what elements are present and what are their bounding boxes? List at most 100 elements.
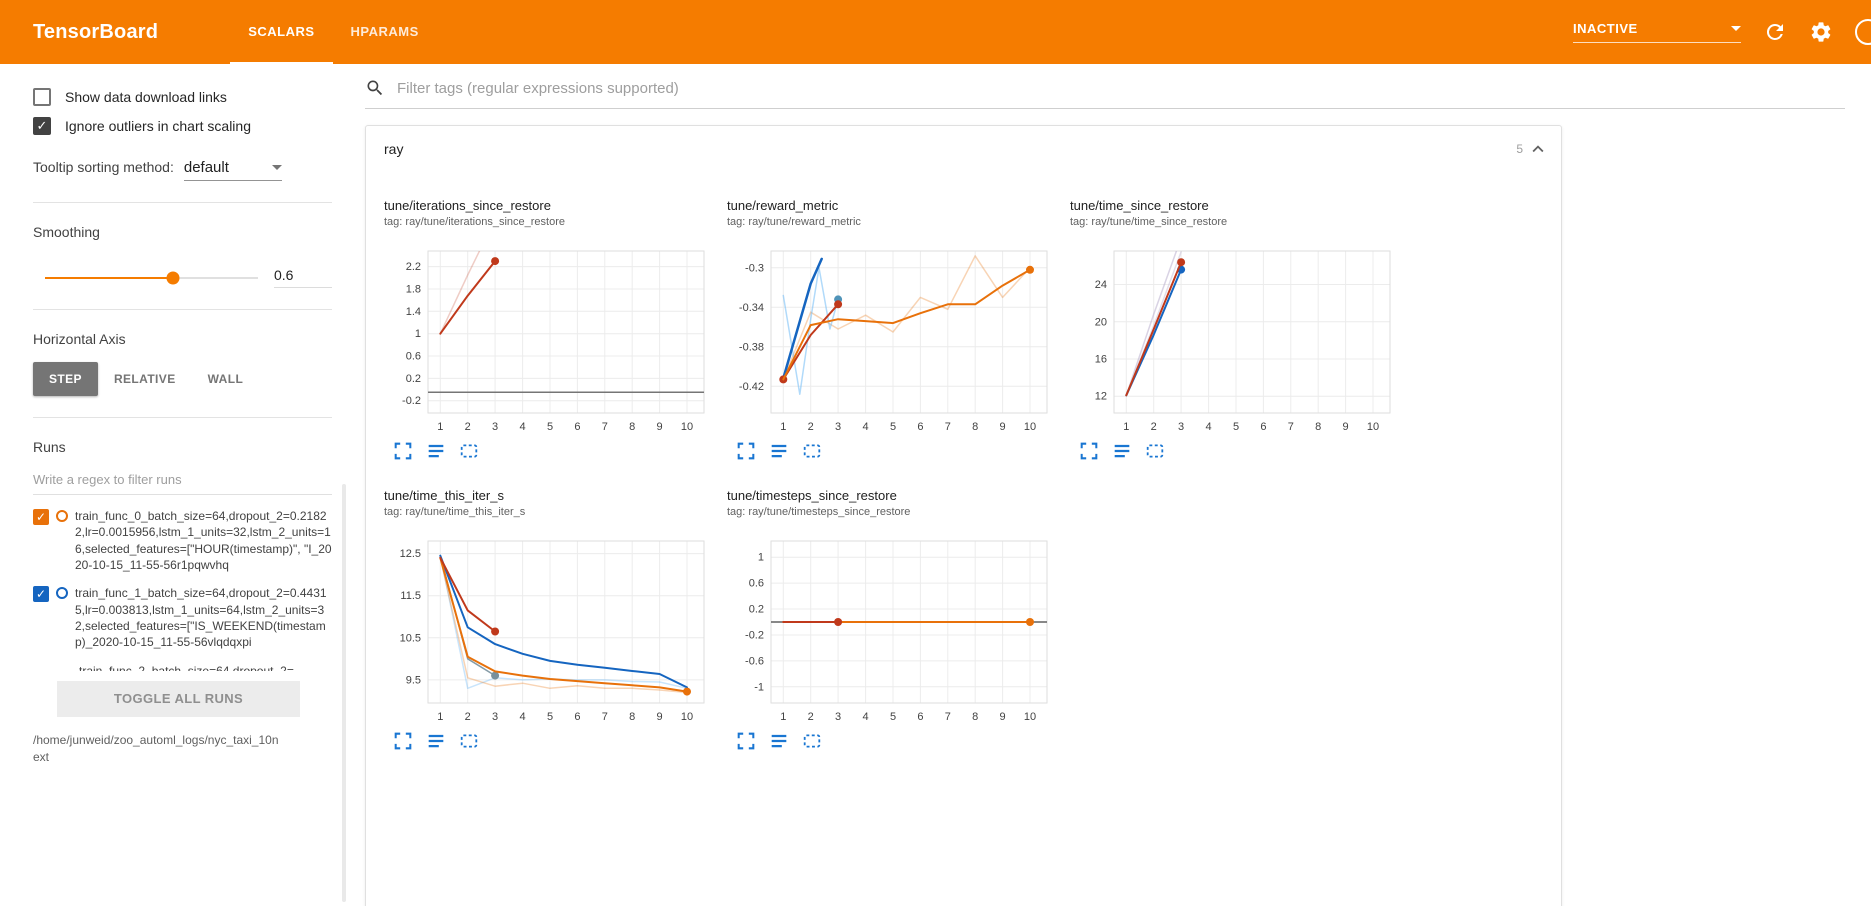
- svg-text:5: 5: [890, 421, 896, 433]
- divider: [33, 202, 332, 203]
- run-checkbox[interactable]: ✓: [33, 509, 49, 525]
- svg-text:1.8: 1.8: [406, 284, 421, 296]
- pin-card-icon[interactable]: [803, 732, 821, 750]
- checkbox-unchecked-icon[interactable]: [33, 88, 51, 106]
- tag-filter-row: [365, 78, 1845, 109]
- line-chart-plot[interactable]: -0.42 -0.38 -0.34 -0.3 1 2 3 4 5 6 7 8 9 10: [727, 243, 1053, 439]
- svg-text:4: 4: [520, 421, 526, 433]
- svg-text:20: 20: [1095, 316, 1107, 328]
- show-download-links-checkbox-row[interactable]: Show data download links: [33, 88, 332, 106]
- svg-text:2.2: 2.2: [406, 261, 421, 273]
- ignore-outliers-checkbox-row[interactable]: ✓ Ignore outliers in chart scaling: [33, 117, 332, 135]
- chart-card: tune/time_since_restore tag: ray/tune/tim…: [1070, 198, 1413, 460]
- checkbox-checked-icon[interactable]: ✓: [33, 117, 51, 135]
- svg-text:8: 8: [629, 711, 635, 723]
- smoothing-value[interactable]: 0.6: [274, 267, 332, 288]
- tooltip-sorting-row: Tooltip sorting method: default: [33, 159, 332, 181]
- chart-actions: [727, 442, 1070, 460]
- chart-actions: [1070, 442, 1413, 460]
- svg-text:2: 2: [465, 421, 471, 433]
- run-checkbox[interactable]: ✓: [33, 586, 49, 603]
- run-item[interactable]: ✓ train_func_0_batch_size=64,dropout_2=0.…: [33, 499, 332, 576]
- help-icon[interactable]: [1855, 19, 1871, 45]
- svg-text:3: 3: [1178, 421, 1184, 433]
- gear-icon[interactable]: [1809, 20, 1833, 44]
- svg-text:4: 4: [1206, 421, 1212, 433]
- pin-card-icon[interactable]: [460, 442, 478, 460]
- svg-text:9: 9: [1000, 711, 1006, 723]
- toggle-y-axis-icon[interactable]: [770, 732, 788, 750]
- chart-card: tune/time_this_iter_s tag: ray/tune/time_…: [384, 488, 727, 750]
- app-header: TensorBoard SCALARS HPARAMS INACTIVE: [0, 0, 1871, 64]
- runs-filter-input[interactable]: [33, 468, 332, 495]
- status-dropdown[interactable]: INACTIVE: [1573, 21, 1741, 43]
- chart-title: tune/time_since_restore: [1070, 198, 1209, 213]
- run-item[interactable]: train_func_2_batch_size=64,dropout_2=: [33, 654, 332, 671]
- svg-text:2: 2: [808, 711, 814, 723]
- axis-relative-button[interactable]: RELATIVE: [113, 372, 176, 386]
- sidebar-scrollbar[interactable]: [342, 484, 346, 902]
- chart-tag: tag: ray/tune/iterations_since_restore: [384, 216, 565, 228]
- svg-text:3: 3: [492, 421, 498, 433]
- svg-text:4: 4: [863, 421, 869, 433]
- run-label: train_func_2_batch_size=64,dropout_2=: [79, 663, 294, 671]
- tag-filter-input[interactable]: [397, 79, 1845, 97]
- pin-card-icon[interactable]: [460, 732, 478, 750]
- svg-text:10.5: 10.5: [400, 632, 421, 644]
- charts-grid: tune/iterations_since_restore tag: ray/tu…: [366, 172, 1561, 778]
- svg-text:-0.34: -0.34: [739, 302, 764, 314]
- chart-tag: tag: ray/tune/reward_metric: [727, 216, 861, 228]
- expand-chart-icon[interactable]: [394, 442, 412, 460]
- axis-wall-button[interactable]: WALL: [207, 372, 244, 386]
- tab-scalars[interactable]: SCALARS: [230, 0, 333, 64]
- svg-text:6: 6: [917, 711, 923, 723]
- smoothing-slider[interactable]: [45, 271, 258, 284]
- section-title: ray: [384, 141, 404, 157]
- ray-section-header[interactable]: ray 5: [366, 126, 1561, 172]
- svg-text:8: 8: [629, 421, 635, 433]
- run-color-radio[interactable]: [56, 587, 68, 600]
- smoothing-label: Smoothing: [33, 224, 100, 240]
- pin-card-icon[interactable]: [1146, 442, 1164, 460]
- pin-card-icon[interactable]: [803, 442, 821, 460]
- svg-text:1: 1: [415, 328, 421, 340]
- svg-text:6: 6: [917, 421, 923, 433]
- svg-text:9: 9: [1343, 421, 1349, 433]
- svg-text:3: 3: [835, 711, 841, 723]
- section-count: 5: [1516, 142, 1523, 156]
- main-content: ray 5 tune/iterations_since_restore tag: …: [347, 64, 1871, 906]
- line-chart-plot[interactable]: 9.5 10.5 11.5 12.5 1 2 3 4 5 6 7 8 9 10: [384, 533, 710, 729]
- line-chart-plot[interactable]: -1 -0.6 -0.2 0.2 0.6 1 1 2 3 4 5 6 7 8 9 10: [727, 533, 1053, 729]
- collapse-section-icon[interactable]: [1527, 138, 1549, 160]
- svg-text:10: 10: [1367, 421, 1379, 433]
- svg-text:0.6: 0.6: [749, 578, 764, 590]
- svg-text:11.5: 11.5: [400, 590, 421, 602]
- toggle-y-axis-icon[interactable]: [427, 442, 445, 460]
- toggle-y-axis-icon[interactable]: [770, 442, 788, 460]
- svg-text:0.6: 0.6: [406, 351, 421, 363]
- svg-text:12.5: 12.5: [400, 548, 421, 560]
- run-color-radio[interactable]: [56, 510, 68, 522]
- chart-actions: [384, 442, 727, 460]
- expand-chart-icon[interactable]: [737, 442, 755, 460]
- tooltip-sort-dropdown[interactable]: default: [183, 159, 282, 181]
- expand-chart-icon[interactable]: [1080, 442, 1098, 460]
- tab-hparams[interactable]: HPARAMS: [350, 23, 419, 39]
- runs-label: Runs: [33, 439, 66, 455]
- horizontal-axis-buttons: STEP RELATIVE WALL: [33, 362, 332, 396]
- svg-text:4: 4: [863, 711, 869, 723]
- run-item[interactable]: ✓ train_func_1_batch_size=64,dropout_2=0.…: [33, 576, 332, 653]
- refresh-icon[interactable]: [1763, 20, 1787, 44]
- show-download-links-label: Show data download links: [65, 89, 227, 105]
- expand-chart-icon[interactable]: [737, 732, 755, 750]
- line-chart-plot[interactable]: -0.2 0.2 0.6 1 1.4 1.8 2.2 1 2 3 4 5 6 7 8 9 10: [384, 243, 710, 439]
- toggle-y-axis-icon[interactable]: [427, 732, 445, 750]
- toggle-y-axis-icon[interactable]: [1113, 442, 1131, 460]
- svg-text:2: 2: [465, 711, 471, 723]
- smoothing-slider-knob[interactable]: [166, 271, 180, 284]
- ignore-outliers-label: Ignore outliers in chart scaling: [65, 118, 251, 134]
- axis-step-button[interactable]: STEP: [33, 362, 98, 396]
- expand-chart-icon[interactable]: [394, 732, 412, 750]
- toggle-all-runs-button[interactable]: TOGGLE ALL RUNS: [57, 680, 300, 717]
